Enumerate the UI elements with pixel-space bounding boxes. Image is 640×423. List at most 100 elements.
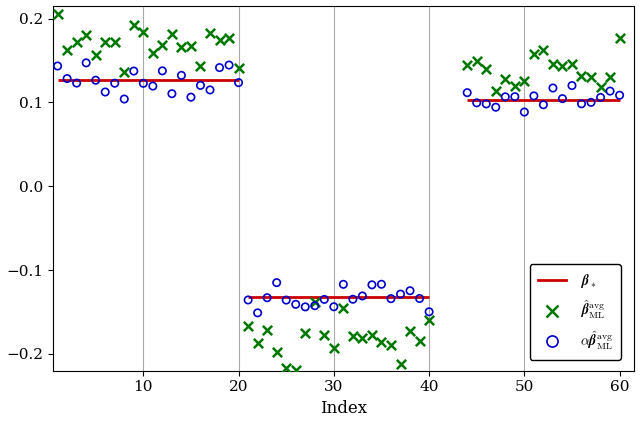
Point	[529, 93, 539, 99]
Point	[491, 88, 501, 94]
Point	[339, 304, 349, 311]
Point	[538, 102, 548, 108]
Point	[91, 77, 101, 84]
Point	[329, 303, 339, 310]
Point	[214, 64, 225, 71]
Point	[138, 80, 148, 87]
Point	[462, 89, 472, 96]
Point	[595, 94, 605, 101]
Point	[577, 100, 587, 107]
Point	[319, 332, 330, 338]
Point	[357, 335, 367, 341]
Point	[424, 308, 434, 315]
Point	[243, 297, 253, 303]
Point	[109, 39, 120, 46]
Point	[472, 99, 482, 106]
Point	[214, 37, 225, 44]
Point	[243, 322, 253, 329]
Point	[281, 365, 291, 372]
Point	[415, 338, 425, 345]
Point	[138, 29, 148, 36]
Point	[224, 62, 234, 69]
Point	[339, 281, 349, 288]
Point	[81, 60, 92, 66]
Point	[396, 291, 406, 297]
Point	[386, 295, 396, 302]
Point	[396, 360, 406, 367]
Point	[129, 22, 139, 28]
Point	[195, 82, 205, 89]
Point	[300, 303, 310, 310]
Point	[234, 79, 244, 86]
Point	[462, 61, 472, 68]
Point	[529, 50, 539, 57]
Point	[224, 34, 234, 41]
Point	[557, 63, 568, 70]
Point	[81, 32, 92, 38]
Point	[614, 92, 625, 99]
Point	[329, 345, 339, 352]
Point	[52, 11, 63, 17]
Legend: $\boldsymbol{\beta}_*$, $\hat{\boldsymbol{\beta}}^{\mathrm{avg}}_{\mathrm{ML}}$,: $\boldsymbol{\beta}_*$, $\hat{\boldsymbo…	[530, 264, 621, 360]
Point	[148, 82, 158, 89]
Point	[357, 293, 367, 299]
Point	[72, 80, 82, 86]
Point	[386, 341, 396, 348]
Point	[557, 95, 568, 102]
Point	[577, 72, 587, 79]
Point	[519, 77, 529, 84]
Point	[100, 89, 110, 96]
Point	[367, 332, 377, 339]
Point	[595, 84, 605, 91]
Point	[291, 301, 301, 308]
Point	[119, 68, 129, 75]
Point	[300, 330, 310, 337]
Point	[405, 287, 415, 294]
Point	[186, 43, 196, 49]
Point	[500, 93, 511, 100]
Point	[253, 339, 263, 346]
Point	[72, 38, 82, 45]
Point	[538, 47, 548, 53]
Point	[424, 316, 434, 323]
Point	[271, 349, 282, 356]
Point	[176, 72, 186, 79]
Point	[472, 57, 482, 64]
Point	[548, 61, 558, 68]
Point	[253, 310, 263, 316]
Point	[62, 75, 72, 82]
Point	[176, 43, 186, 50]
Point	[205, 30, 215, 36]
Point	[367, 281, 377, 288]
Point	[319, 296, 330, 303]
Point	[376, 281, 387, 288]
Point	[234, 64, 244, 71]
Point	[129, 68, 139, 74]
Point	[91, 52, 101, 59]
Point	[481, 65, 492, 72]
Point	[310, 302, 320, 309]
Point	[415, 295, 425, 302]
Point	[262, 294, 272, 301]
Point	[157, 68, 168, 74]
Point	[148, 49, 158, 56]
Point	[500, 76, 511, 82]
Point	[262, 327, 272, 333]
Point	[567, 61, 577, 68]
Point	[310, 299, 320, 305]
Point	[586, 99, 596, 106]
Point	[52, 63, 63, 69]
Point	[509, 82, 520, 89]
Point	[481, 101, 492, 107]
Point	[281, 297, 291, 303]
Point	[186, 94, 196, 101]
Point	[376, 338, 387, 345]
Point	[271, 279, 282, 286]
Point	[348, 332, 358, 339]
Point	[348, 296, 358, 302]
Point	[167, 90, 177, 97]
Point	[167, 30, 177, 37]
Point	[100, 39, 110, 46]
Point	[519, 109, 529, 115]
Point	[119, 96, 129, 102]
